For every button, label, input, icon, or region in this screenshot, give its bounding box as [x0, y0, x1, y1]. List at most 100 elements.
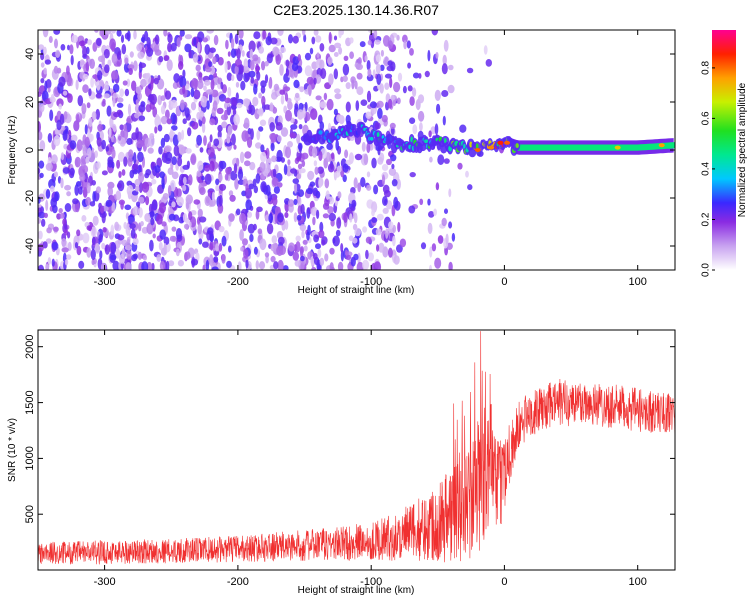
heatmap-cell: [378, 242, 385, 253]
heatmap-cell: [132, 237, 139, 246]
heatmap-cell: [407, 62, 411, 69]
heatmap-cell: [203, 135, 207, 146]
heatmap-cell: [218, 173, 223, 182]
heatmap-cell: [270, 255, 276, 263]
heatmap-cell: [397, 221, 401, 233]
heatmap-cell: [163, 236, 170, 245]
heatmap-cell: [125, 223, 131, 236]
heatmap-cell: [110, 254, 117, 261]
heatmap-cell: [111, 30, 116, 34]
heatmap-cell: [258, 46, 264, 54]
heatmap-cell: [154, 34, 160, 45]
heatmap-cell: [329, 247, 335, 255]
heatmap-cell: [379, 83, 384, 94]
heatmap-cell: [43, 67, 47, 75]
heatmap-cell: [102, 98, 106, 104]
heatmap-cell: [180, 99, 185, 111]
heatmap-cell: [342, 75, 348, 82]
heatmap-cell: [112, 95, 116, 108]
heatmap-cell: [466, 67, 474, 74]
heatmap-cell: [367, 252, 374, 262]
signal-blob: [351, 124, 357, 130]
heatmap-cell: [95, 93, 102, 99]
heatmap-cell: [342, 174, 347, 183]
heatmap-cell: [430, 126, 437, 135]
heatmap-cell: [220, 114, 229, 121]
heatmap-cell: [287, 101, 293, 111]
snr-y-label: SNR (10 * v/v): [7, 418, 18, 482]
heatmap-cell: [278, 245, 286, 255]
figure-title: C2E3.2025.130.14.36.R07: [273, 2, 439, 18]
heatmap-cell: [325, 190, 330, 200]
heatmap-cell: [69, 140, 77, 150]
heatmap-cell: [235, 157, 240, 167]
heatmap-cell: [365, 111, 372, 119]
heatmap-cell: [227, 51, 231, 57]
heatmap-cell: [392, 224, 397, 233]
heatmap-cell: [39, 140, 46, 152]
heatmap-cell: [62, 90, 68, 96]
heatmap-cell: [116, 51, 122, 61]
heatmap-cell: [252, 54, 259, 62]
heatmap-cell: [60, 44, 66, 51]
heatmap-cell: [366, 184, 372, 191]
heatmap-cell: [64, 203, 72, 212]
heatmap-cell: [338, 46, 343, 55]
heatmap-cell: [135, 86, 142, 94]
signal-blob: [419, 144, 427, 152]
heatmap-cell: [248, 40, 256, 53]
heatmap-cell: [191, 121, 199, 130]
heatmap-cell: [250, 76, 255, 84]
heatmap-cell: [108, 127, 112, 138]
heatmap-cells: [38, 30, 505, 270]
heatmap-cell: [326, 143, 333, 150]
heatmap-cell: [43, 212, 49, 218]
heatmap-cell: [64, 184, 72, 191]
heatmap-cell: [216, 107, 224, 115]
heatmap-cell: [140, 36, 145, 43]
heatmap-cell: [96, 37, 102, 47]
heatmap-cell: [99, 30, 105, 38]
heatmap-cell: [292, 178, 300, 184]
heatmap-cell: [176, 196, 184, 207]
heatmap-cell: [294, 103, 299, 110]
heatmap-cell: [76, 245, 82, 256]
heatmap-cell: [170, 99, 178, 109]
signal-hotspot: [614, 145, 621, 150]
heatmap-cell: [254, 142, 262, 149]
heatmap-cell: [336, 114, 342, 123]
heatmap-cell: [238, 30, 244, 39]
heatmap-cell: [431, 243, 437, 252]
heatmap-cell: [264, 74, 269, 84]
heatmap-cell: [334, 88, 341, 94]
heatmap-cell: [185, 148, 192, 154]
heatmap-cell: [285, 109, 292, 122]
heatmap-cell: [82, 232, 90, 244]
heatmap-cell: [165, 151, 173, 162]
heatmap-cell: [292, 35, 299, 44]
heatmap-cell: [134, 185, 140, 192]
colorbar-tick-label: 0.2: [701, 212, 712, 226]
heatmap-cell: [197, 79, 204, 90]
heatmap-cell: [245, 183, 249, 192]
heatmap-cell: [350, 76, 356, 84]
x-tick-label: 100: [629, 276, 647, 288]
heatmap-cell: [260, 144, 265, 153]
heatmap-cell: [349, 37, 354, 44]
heatmap-cell: [153, 77, 159, 85]
heatmap-cell: [402, 85, 407, 94]
heatmap-cell: [335, 229, 341, 237]
heatmap-cell: [435, 52, 439, 59]
heatmap-cell: [42, 30, 49, 38]
heatmap-cell: [387, 98, 393, 109]
heatmap-cell: [132, 206, 140, 216]
heatmap-cell: [313, 77, 317, 85]
heatmap-cell: [316, 52, 320, 58]
heatmap-cell: [237, 261, 242, 270]
heatmap-cell: [123, 124, 127, 131]
heatmap-cell: [141, 181, 150, 193]
heatmap-cell: [55, 49, 61, 59]
heatmap-cell: [249, 161, 256, 171]
heatmap-cell: [234, 65, 239, 75]
heatmap-cell: [289, 132, 297, 139]
